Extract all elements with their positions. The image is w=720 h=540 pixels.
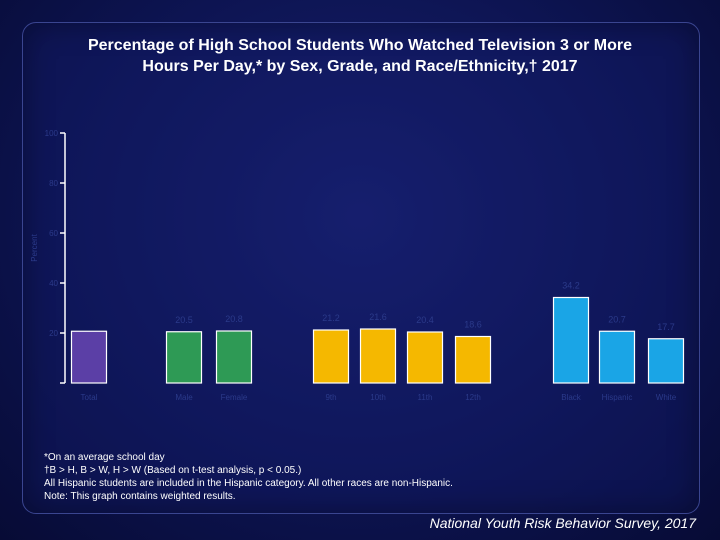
bar-10th — [359, 328, 397, 384]
y-tick-label: 40 — [49, 279, 58, 288]
bar-12th — [454, 335, 492, 384]
footnote-1: *On an average school day — [44, 452, 165, 463]
y-tick-label: 60 — [49, 229, 58, 238]
footnote-4: Note: This graph contains weighted resul… — [44, 491, 236, 502]
source-citation: National Youth Risk Behavior Survey, 201… — [429, 515, 696, 531]
x-tick-label: Total — [81, 393, 98, 402]
footnote-2: †B > H, B > W, H > W (Based on t-test an… — [44, 465, 302, 476]
bar-male — [165, 331, 203, 384]
bar-female — [215, 330, 253, 384]
x-tick-label: 10th — [370, 393, 386, 402]
x-tick-label: 9th — [325, 393, 336, 402]
y-tick-label: 20 — [49, 329, 58, 338]
chart-title-line2: Hours Per Day,* by Sex, Grade, and Race/… — [142, 58, 578, 75]
bar-value-label: 20.7 — [608, 314, 626, 324]
bar-value-label: 21.6 — [369, 312, 387, 322]
x-tick-label: Black — [561, 393, 582, 402]
x-tick-label: 11th — [418, 393, 433, 402]
x-tick-label: White — [656, 393, 677, 402]
bar-value-label: 20.8 — [225, 314, 243, 324]
x-tick-label: Male — [175, 393, 193, 402]
bar-hispanic — [598, 330, 636, 384]
chart-title: Percentage of High School Students Who W… — [40, 35, 680, 77]
x-tick-label: 12th — [465, 393, 481, 402]
footnotes: *On an average school day †B > H, B > W,… — [44, 451, 644, 503]
bar-value-label: 20.5 — [175, 315, 193, 325]
bar-value-label: 34.2 — [562, 281, 580, 291]
bar-value-label: 18.6 — [464, 320, 482, 330]
bar-11th — [406, 331, 444, 384]
bar-value-label: 20.4 — [416, 315, 434, 325]
bar-9th — [312, 329, 350, 384]
bar-white — [647, 338, 685, 384]
x-tick-label: Hispanic — [602, 393, 633, 402]
y-tick-label: 80 — [49, 179, 58, 188]
bar-black — [552, 296, 590, 384]
chart-title-line1: Percentage of High School Students Who W… — [87, 37, 633, 54]
footnote-3: All Hispanic students are included in th… — [44, 478, 453, 489]
chart-panel — [22, 22, 700, 514]
y-tick-label: 100 — [45, 129, 59, 138]
x-tick-label: Female — [221, 393, 248, 402]
bar-value-label: 21.2 — [322, 313, 340, 323]
bar-total — [70, 330, 108, 384]
y-axis-label: Percent — [30, 233, 39, 261]
bar-value-label: 17.7 — [657, 322, 675, 332]
